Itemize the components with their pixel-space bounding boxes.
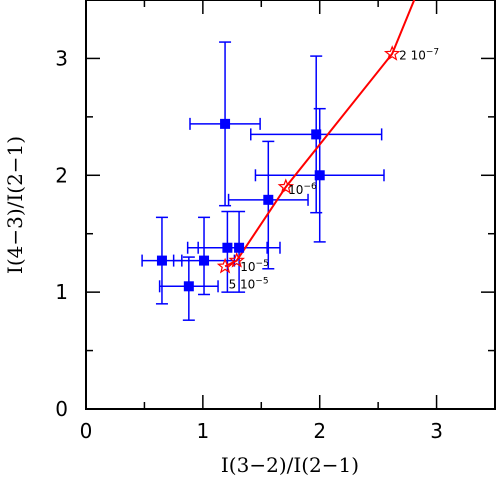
y-tick-label: 3 xyxy=(55,46,68,70)
y-axis-title: I(4−3)/I(2−1) xyxy=(3,136,27,274)
x-tick-label: 1 xyxy=(196,419,209,443)
x-tick-label: 0 xyxy=(80,419,93,443)
data-point-square xyxy=(311,129,322,140)
data-point-square xyxy=(183,281,194,292)
y-tick-label: 0 xyxy=(55,397,68,421)
model-curve xyxy=(216,0,416,274)
data-point-square xyxy=(199,255,210,266)
data-point-square xyxy=(263,194,274,205)
annotation-exponent: −5 xyxy=(256,259,269,269)
axes: 0 1 2 3 0 1 2 3 xyxy=(55,0,496,443)
annotation-label: 10−6 xyxy=(288,182,317,197)
y-tick-label: 1 xyxy=(55,280,68,304)
annotation-label: 10−5 xyxy=(240,259,269,274)
model-star-marker xyxy=(228,251,246,268)
x-tick-label: 2 xyxy=(313,419,326,443)
plot-frame xyxy=(85,0,496,410)
model-line xyxy=(224,0,416,268)
annotation-label: 2 10−7 xyxy=(399,48,439,63)
data-point-square xyxy=(222,242,233,253)
data-markers xyxy=(156,118,325,292)
x-axis-title: I(3−2)/I(2−1) xyxy=(221,453,359,477)
annotation-exponent: −7 xyxy=(426,48,439,58)
annotation-label: 5 10−5 xyxy=(229,277,269,292)
model-star-marker xyxy=(216,257,234,274)
annotation-base: 10 xyxy=(240,260,255,274)
model-star-marker xyxy=(277,178,295,194)
annotation-exponent: −5 xyxy=(255,277,268,287)
data-point-square xyxy=(156,255,167,266)
model-star-marker xyxy=(383,45,401,61)
data-point-square xyxy=(234,242,245,253)
x-tick-label: 3 xyxy=(430,419,443,443)
annotation-exponent: −6 xyxy=(303,182,317,192)
annotation-base: 10 xyxy=(288,183,303,197)
annotations: 5 10−510−510−62 10−7 xyxy=(229,48,440,292)
data-point-square xyxy=(220,118,231,129)
annotation-base: 5 10 xyxy=(229,278,256,292)
annotation-base: 2 10 xyxy=(399,49,426,63)
data-point-square xyxy=(314,170,325,181)
y-tick-label: 2 xyxy=(55,163,68,187)
